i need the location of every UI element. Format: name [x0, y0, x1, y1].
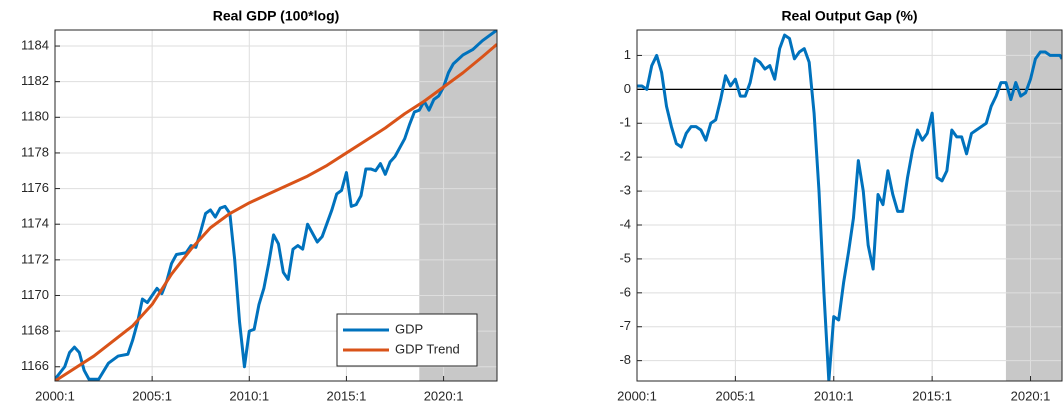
plot-border: [54, 29, 498, 382]
x-tick-label: 2000:1: [35, 388, 75, 403]
y-tick-label: -3: [619, 183, 631, 198]
x-tick-label: 2015:1: [327, 388, 367, 403]
x-tick-label: 2005:1: [132, 388, 172, 403]
x-tick-label: 2010:1: [229, 388, 269, 403]
y-tick-label: 1170: [21, 287, 49, 302]
y-tick-label: 1168: [21, 323, 49, 338]
chart-title: Real GDP (100*log): [213, 8, 340, 24]
y-tick-label: 1184: [21, 37, 49, 52]
y-tick-label: 1172: [21, 251, 49, 266]
series-line: [637, 33, 1062, 381]
y-tick-label: 1180: [21, 109, 49, 124]
chart-title: Real Output Gap (%): [781, 8, 917, 24]
series-line: [55, 30, 497, 381]
plot-area: [637, 30, 1062, 381]
y-tick-label: -2: [619, 149, 631, 164]
y-tick-label: 0: [624, 81, 631, 96]
y-tick-label: 1178: [21, 144, 49, 159]
x-tick-label: 2010:1: [814, 388, 854, 403]
plot: 1166 1168 1170 1172 1174 1176 1178 1180 1182 1184…: [21, 8, 498, 403]
x-tick-label: 2015:1: [912, 388, 952, 403]
plot-border: [636, 29, 1063, 382]
legend-label: GDP: [395, 321, 423, 336]
y-tick-label: 1176: [21, 180, 49, 195]
y-tick-label: 1182: [21, 73, 49, 88]
x-tick-label: 2000:1: [617, 388, 657, 403]
x-tick-label: 2005:1: [715, 388, 755, 403]
legend-label: GDP Trend: [395, 341, 460, 356]
y-tick-label: -1: [619, 115, 631, 130]
x-tick-label: 2020:1: [1011, 388, 1051, 403]
y-tick-label: 1174: [21, 216, 49, 231]
x-tick-label: 2020:1: [424, 388, 464, 403]
legend-box: [336, 313, 478, 367]
y-tick-label: -6: [619, 284, 631, 299]
series-line: [55, 43, 497, 381]
y-tick-label: -5: [619, 250, 631, 265]
y-tick-label: -4: [619, 216, 631, 231]
y-tick-label: 1166: [21, 358, 49, 373]
plot: -8 -7 -6 -5 -4 -3 -2 -1 0 1 2000:1 2005:1 2010:1 2015…: [617, 8, 1063, 403]
y-tick-label: -8: [619, 352, 631, 367]
y-tick-label: 1: [624, 47, 631, 62]
y-tick-label: -7: [619, 318, 631, 333]
